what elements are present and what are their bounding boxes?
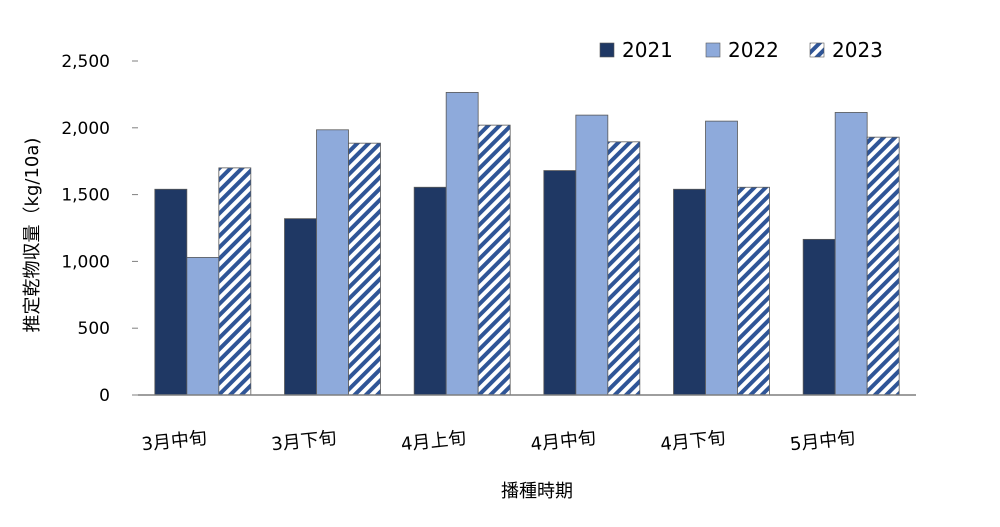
y-axis-ticks: 0 500 1,000 1,500 2,000 2,500 xyxy=(61,52,138,406)
y-tick-label: 2,500 xyxy=(61,52,110,72)
bars xyxy=(154,91,900,396)
bar-2022-0 xyxy=(186,256,220,396)
bar-2023-4 xyxy=(737,186,770,396)
legend-label-2021: 2021 xyxy=(622,38,673,62)
y-tick-label: 500 xyxy=(78,319,110,339)
legend-label-2023: 2023 xyxy=(832,38,883,62)
y-tick-label: 1,000 xyxy=(61,252,110,272)
x-category-label: 5月中旬 xyxy=(789,428,856,456)
bar-2021-3 xyxy=(543,170,577,396)
bar-2021-0 xyxy=(154,188,188,396)
bar-2022-4 xyxy=(705,120,738,396)
legend-label-2022: 2022 xyxy=(728,38,779,62)
category-labels: 3月中旬 3月下旬 4月上旬 4月中旬 4月下旬 5月中旬 xyxy=(141,428,857,456)
bar-2021-5 xyxy=(802,238,836,396)
legend-swatch-2021 xyxy=(599,42,615,58)
bar-2023-1 xyxy=(348,142,381,396)
x-category-label: 4月上旬 xyxy=(400,428,467,456)
bar-2021-1 xyxy=(284,218,317,396)
bar-2023-3 xyxy=(607,141,641,396)
x-category-label: 3月下旬 xyxy=(270,428,337,456)
bar-2022-5 xyxy=(834,112,868,396)
legend: 2021 2022 2023 xyxy=(599,38,883,62)
x-category-label: 4月中旬 xyxy=(530,428,597,456)
x-category-label: 4月下旬 xyxy=(659,428,726,456)
x-axis-title: 播種時期 xyxy=(501,481,573,502)
bar-2022-1 xyxy=(316,129,349,396)
bar-2023-0 xyxy=(218,167,252,396)
x-category-label: 3月中旬 xyxy=(141,428,208,456)
y-axis-title: 推定乾物収量（kg/10a) xyxy=(22,138,43,333)
y-tick-label: 0 xyxy=(99,386,110,406)
bar-2022-3 xyxy=(575,114,609,396)
bar-2023-5 xyxy=(866,136,900,396)
bar-2023-2 xyxy=(477,124,511,396)
bar-2022-2 xyxy=(445,91,479,396)
y-tick-label: 1,500 xyxy=(61,186,110,206)
legend-swatch-2022 xyxy=(705,42,721,58)
bar-2021-2 xyxy=(413,186,447,396)
y-tick-label: 2,000 xyxy=(61,119,110,139)
bar-2021-4 xyxy=(673,188,706,396)
legend-swatch-2023 xyxy=(809,42,825,58)
